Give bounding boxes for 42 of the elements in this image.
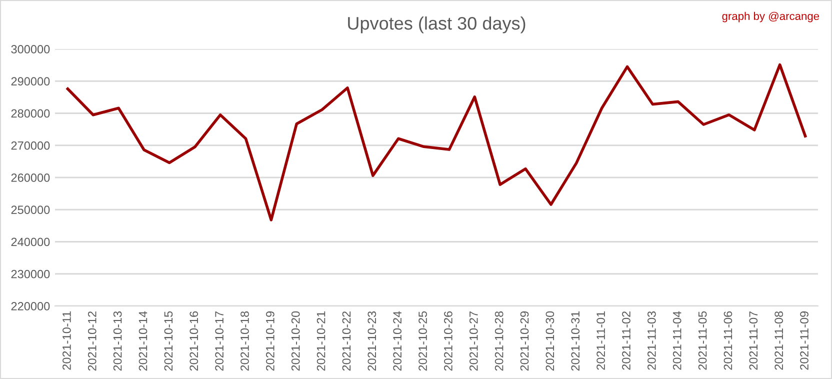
x-tick-label: 2021-10-22 <box>342 311 351 371</box>
x-tick-label: 2021-11-08 <box>774 311 784 370</box>
x-tick-label: 2021-10-31 <box>571 311 580 371</box>
x-tick-label: 2021-11-03 <box>647 311 656 370</box>
line-series <box>66 63 807 222</box>
x-tick-label: 2021-10-12 <box>88 311 96 371</box>
y-tick-label: 270000 <box>11 141 50 150</box>
chart-title: Upvotes (last 30 days) <box>348 16 526 34</box>
x-tick-label: 2021-10-25 <box>418 311 427 371</box>
x-tick-label: 2021-10-28 <box>494 311 504 371</box>
x-tick-label: 2021-10-18 <box>240 311 249 371</box>
x-tick-label: 2021-10-14 <box>138 311 148 371</box>
x-tick-label: 2021-10-21 <box>316 311 326 371</box>
x-tick-label: 2021-11-09 <box>800 311 808 370</box>
x-tick-label: 2021-11-04 <box>672 311 682 370</box>
x-tick-label: 2021-10-20 <box>291 311 300 371</box>
x-tick-label: 2021-11-01 <box>596 311 605 370</box>
x-tick-label: 2021-10-15 <box>164 311 173 371</box>
x-tick-label: 2021-10-17 <box>215 311 224 371</box>
x-tick-label: 2021-11-05 <box>698 311 707 370</box>
x-tick-label: 2021-10-13 <box>113 311 122 371</box>
x-tick-label: 2021-11-02 <box>622 311 630 370</box>
x-tick-label: 2021-11-06 <box>724 311 732 370</box>
x-tick-label: 2021-10-24 <box>393 311 402 371</box>
y-tick-label: 300000 <box>11 45 50 54</box>
x-tick-label: 2021-11-07 <box>749 311 758 370</box>
y-tick-label: 230000 <box>11 270 50 278</box>
x-tick-label: 2021-10-11 <box>62 311 71 370</box>
y-tick-label: 290000 <box>11 77 50 86</box>
y-tick-label: 220000 <box>11 302 50 310</box>
x-tick-label: 2021-10-19 <box>266 311 274 371</box>
x-tick-label: 2021-10-26 <box>444 311 452 371</box>
y-tick-label: 280000 <box>11 109 50 118</box>
x-tick-label: 2021-10-30 <box>546 311 554 371</box>
x-tick-label: 2021-10-23 <box>368 311 376 371</box>
y-tick-label: 260000 <box>11 174 50 182</box>
y-tick-label: 250000 <box>11 206 50 214</box>
x-tick-label: 2021-10-27 <box>469 311 478 371</box>
x-tick-label: 2021-10-16 <box>190 311 198 371</box>
text: graph by @arcange <box>722 12 820 22</box>
y-tick-label: 240000 <box>11 238 50 246</box>
x-tick-label: 2021-10-29 <box>520 311 529 371</box>
